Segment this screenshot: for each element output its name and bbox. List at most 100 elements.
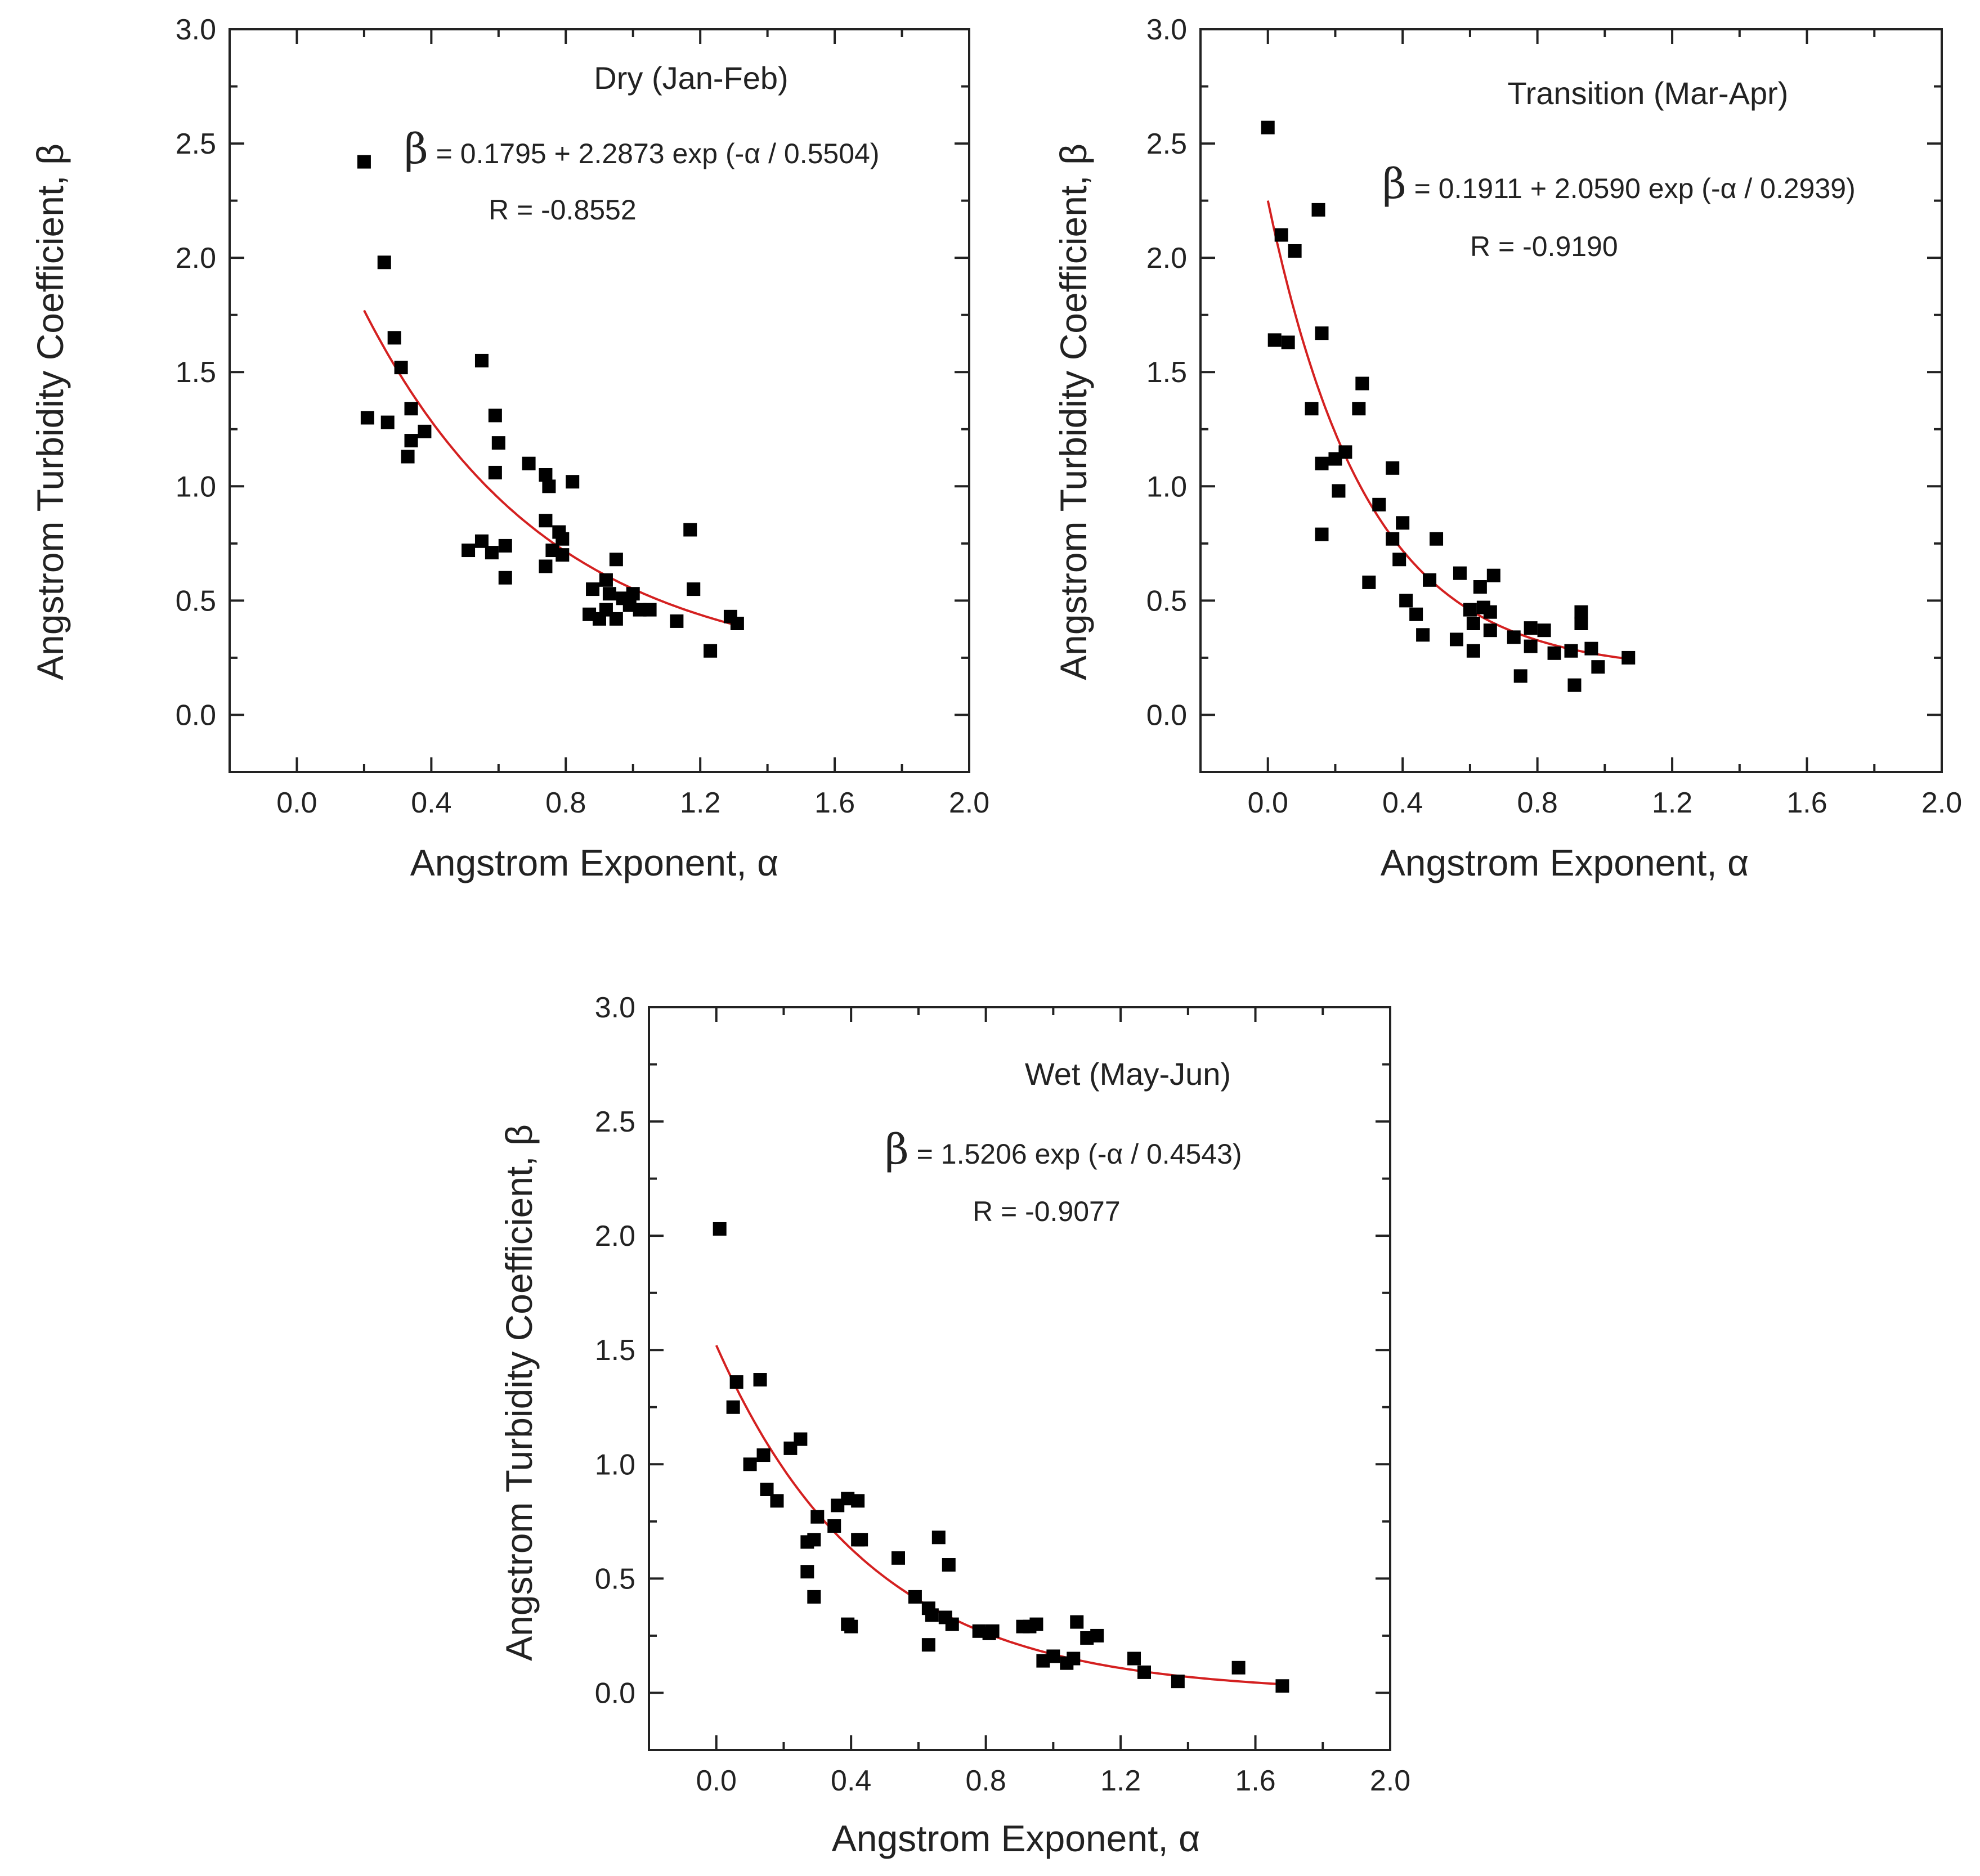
wet-y-axis-title: Angstrom Turbidity Coefficient, β xyxy=(498,1124,540,1661)
dry-data-point xyxy=(488,409,502,423)
transition-data-point xyxy=(1574,605,1588,619)
transition-data-point xyxy=(1392,553,1406,567)
wet-data-point xyxy=(854,1533,868,1547)
wet-data-point xyxy=(743,1457,757,1471)
dry-data-point xyxy=(404,402,418,416)
dry-data-point xyxy=(491,436,505,450)
dry-correlation-r: R = -0.8552 xyxy=(489,194,637,226)
transition-x-tick-label: 1.6 xyxy=(1786,787,1827,819)
transition-y-tick-label: 2.5 xyxy=(1146,128,1187,160)
dry-data-point xyxy=(418,424,432,438)
wet-data-point xyxy=(1127,1651,1141,1666)
transition-y-tick-label: 3.0 xyxy=(1146,14,1187,46)
dry-marks: 0.0 0.4 0.8 1.2 1.6 2.0 0.0 0.5 1.0 1.5 2.0 2.5 3.0 xyxy=(176,14,989,819)
wet-data-point xyxy=(844,1619,858,1633)
dry-data-point xyxy=(522,456,536,470)
wet-data-point xyxy=(908,1590,922,1604)
wet-data-point xyxy=(1067,1651,1081,1666)
dry-data-point xyxy=(357,155,371,169)
transition-x-tick-label: 2.0 xyxy=(1921,787,1962,819)
wet-x-tick-label: 0.4 xyxy=(831,1765,871,1797)
dry-data-point xyxy=(626,587,640,601)
transition-data-point xyxy=(1524,621,1538,635)
dry-y-tick-label: 2.5 xyxy=(176,128,216,160)
wet-marks: 0.0 0.4 0.8 1.2 1.6 2.0 0.0 0.5 1.0 1.5 2.0 2.5 3.0 xyxy=(595,991,1410,1797)
transition-data-point xyxy=(1372,497,1386,511)
wet-data-point xyxy=(810,1510,825,1524)
wet-data-point xyxy=(942,1558,956,1572)
transition-data-point xyxy=(1281,335,1295,349)
dry-data-point xyxy=(586,582,600,596)
dry-y-tick-label: 3.0 xyxy=(176,14,216,46)
transition-data-point xyxy=(1328,452,1342,466)
panel-wet: 0.0 0.4 0.8 1.2 1.6 2.00.00.51.01.52.02.53.0 … xyxy=(498,991,1410,1859)
wet-data-point xyxy=(1231,1660,1246,1675)
transition-data-point xyxy=(1409,607,1423,621)
wet-y-tick-label: 3.0 xyxy=(595,991,635,1024)
dry-data-point xyxy=(474,353,489,367)
wet-data-point xyxy=(713,1222,727,1236)
dry-data-point xyxy=(609,553,623,567)
wet-data-point xyxy=(726,1400,740,1414)
transition-panel-title: Transition (Mar-Apr) xyxy=(1508,75,1789,111)
transition-data-point xyxy=(1453,566,1467,580)
wet-data-point xyxy=(807,1590,821,1604)
wet-y-tick-label: 1.5 xyxy=(595,1334,635,1367)
transition-data-point xyxy=(1584,641,1598,656)
dry-data-point xyxy=(556,548,570,562)
dry-x-tick-label: 2.0 xyxy=(949,787,989,819)
wet-data-point xyxy=(985,1624,1000,1638)
wet-fit-equation: β = 1.5206 exp (-α / 0.4543) xyxy=(885,1125,1242,1174)
wet-y-tick-label: 2.0 xyxy=(595,1220,635,1253)
dry-data-point xyxy=(704,644,718,658)
transition-data-point xyxy=(1386,532,1400,546)
wet-data-point xyxy=(1171,1675,1185,1689)
dry-y-tick-label: 1.5 xyxy=(176,356,216,389)
transition-data-point xyxy=(1399,594,1413,608)
wet-data-point xyxy=(1070,1615,1084,1629)
dry-x-tick-label: 0.4 xyxy=(411,787,451,819)
wet-equation-text: = 1.5206 exp (-α / 0.4543) xyxy=(909,1138,1242,1170)
dry-equation-beta-symbol: β xyxy=(404,125,428,173)
dry-data-point xyxy=(539,468,553,482)
wet-y-tick-label: 2.5 xyxy=(595,1106,635,1138)
wet-data-point xyxy=(1029,1617,1043,1631)
wet-y-tick-label: 0.5 xyxy=(595,1563,635,1595)
wet-data-point xyxy=(1046,1649,1060,1663)
transition-x-tick-label: 1.2 xyxy=(1652,787,1692,819)
transition-data-point xyxy=(1537,623,1551,638)
wet-data-point xyxy=(921,1638,935,1652)
dry-fit-curve xyxy=(363,309,734,626)
transition-data-point xyxy=(1362,575,1376,589)
dry-data-point xyxy=(539,514,553,528)
wet-data-point xyxy=(800,1565,814,1579)
transition-data-point xyxy=(1315,456,1329,470)
transition-x-tick-label: 0.4 xyxy=(1382,787,1423,819)
transition-data-point xyxy=(1386,461,1400,475)
transition-data-point xyxy=(1473,580,1487,594)
transition-data-point xyxy=(1466,617,1480,630)
dry-equation-text: = 0.1795 + 2.2873 exp (-α / 0.5504) xyxy=(428,138,880,169)
wet-data-point xyxy=(1275,1679,1289,1693)
wet-data-point xyxy=(1137,1665,1151,1679)
dry-x-tick-label: 0.8 xyxy=(545,787,586,819)
transition-data-point xyxy=(1315,326,1329,340)
transition-data-point xyxy=(1261,120,1275,134)
dry-data-point xyxy=(462,544,476,558)
transition-y-tick-label: 2.0 xyxy=(1146,242,1187,275)
transition-data-point xyxy=(1332,484,1346,498)
transition-data-point xyxy=(1396,516,1410,530)
wet-y-tick-label: 0.0 xyxy=(595,1677,635,1709)
transition-data-point xyxy=(1486,568,1500,582)
dry-data-point xyxy=(485,546,499,560)
transition-y-tick-label: 0.0 xyxy=(1146,699,1187,731)
transition-data-point xyxy=(1621,650,1636,665)
transition-marks: 0.0 0.4 0.8 1.2 1.6 2.0 0.0 0.5 1.0 1.5 2.0 2.5 3.0 xyxy=(1146,14,1962,819)
transition-data-point xyxy=(1574,617,1588,630)
transition-data-point xyxy=(1274,228,1288,242)
dry-data-point xyxy=(542,479,556,493)
dry-y-tick-label: 0.5 xyxy=(176,585,216,617)
dry-data-point xyxy=(360,411,374,425)
